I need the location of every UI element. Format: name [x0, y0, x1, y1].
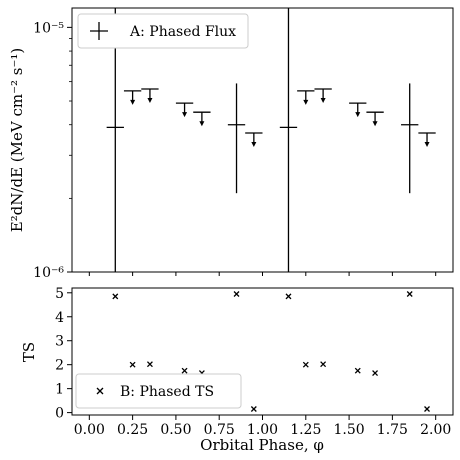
panel-a-y-axis-label: E²dN/dE (MeV cm⁻² s⁻¹)	[8, 48, 26, 233]
upper-limit-arrowhead	[199, 121, 205, 127]
ts-point	[406, 291, 413, 297]
flux-upper-limit	[175, 102, 194, 118]
panel-a-y-axis: 10⁻⁶ 10⁻⁵	[33, 20, 72, 281]
flux-upper-limit	[297, 90, 315, 105]
x-tick-label: 0.00	[74, 422, 105, 438]
upper-limit-arrowhead	[372, 121, 378, 127]
flux-upper-limit	[193, 111, 211, 127]
ts-point	[424, 406, 430, 412]
ts-point	[372, 370, 379, 377]
x-tick-label: 0.25	[117, 422, 148, 438]
upper-limit-arrowhead	[355, 112, 361, 118]
flux-upper-limit	[314, 88, 332, 103]
upper-limit-arrowhead	[424, 142, 430, 148]
x-tick-label: 1.75	[377, 422, 408, 438]
ts-marker-stroke	[146, 361, 153, 368]
ts-point	[320, 361, 327, 368]
x-tick-label: 2.00	[420, 422, 451, 438]
ts-point	[302, 361, 309, 368]
ts-point	[233, 291, 240, 297]
upper-limit-arrowhead	[147, 97, 153, 103]
panel-a-marks	[106, 8, 436, 272]
ts-marker-stroke	[112, 293, 119, 300]
x-tick-label: 1.25	[290, 422, 321, 438]
ts-marker-stroke	[285, 293, 292, 300]
ts-point	[112, 293, 119, 300]
legend-box-a	[77, 13, 249, 49]
ts-marker-stroke	[354, 367, 361, 374]
y-tick-label: 4	[55, 310, 64, 326]
ts-point	[181, 367, 188, 374]
flux-upper-limit	[123, 90, 142, 105]
y-tick-label: 5	[55, 286, 64, 302]
flux-errorbar	[401, 83, 419, 194]
ts-point	[250, 406, 257, 412]
y-tick-label: 0	[55, 406, 64, 422]
x-tick-label: 0.50	[160, 422, 191, 438]
legend-label-a: A: Phased Flux	[129, 24, 236, 40]
panel-b-marks	[112, 291, 430, 412]
x-axis-label: Orbital Phase, φ	[200, 436, 324, 454]
flux-upper-limit	[418, 132, 436, 148]
x-tick-label: 1.00	[247, 422, 278, 438]
y-tick-label: 3	[55, 334, 64, 350]
ts-marker-stroke	[181, 367, 188, 374]
legend-box-b	[75, 373, 242, 409]
ts-point	[285, 293, 292, 300]
x-tick-label: 1.50	[334, 422, 365, 438]
flux-upper-limit	[245, 132, 263, 148]
legend-marker-cross	[96, 387, 104, 395]
flux-upper-limit	[366, 111, 384, 127]
ts-marker-stroke	[233, 291, 240, 297]
flux-upper-limit	[349, 102, 367, 118]
panel-b-y-axis: 0 1 2 3 4 5	[55, 286, 72, 422]
y-tick-label: 10⁻⁵	[33, 20, 64, 36]
panel-b-y-axis-label: TS	[20, 342, 38, 362]
panel-b-legend: B: Phased TS	[75, 373, 242, 409]
upper-limit-arrowhead	[251, 142, 257, 148]
ts-marker-stroke	[302, 361, 309, 368]
ts-point	[146, 361, 153, 368]
ts-marker-stroke	[424, 406, 430, 412]
upper-limit-arrowhead	[320, 97, 326, 103]
flux-errorbar	[227, 83, 246, 194]
upper-limit-arrowhead	[182, 112, 188, 118]
ts-marker-stroke	[372, 370, 379, 377]
ts-point	[129, 361, 136, 368]
legend-label-b: B: Phased TS	[120, 384, 214, 400]
x-tick-label: 0.75	[204, 422, 235, 438]
panel-a-legend: A: Phased Flux	[77, 13, 249, 49]
y-tick-label: 2	[55, 358, 64, 374]
flux-errorbar	[106, 8, 124, 272]
flux-errorbar	[279, 8, 298, 272]
upper-limit-arrowhead	[130, 99, 136, 105]
panel-a-x-ticks	[88, 272, 437, 276]
ts-marker-stroke	[129, 361, 136, 368]
panel-a: 10⁻⁶ 10⁻⁵ A: Phased Flux E²dN/dE (MeV cm⁻…	[8, 7, 454, 281]
ts-marker-stroke	[320, 361, 327, 368]
ts-marker-stroke	[250, 406, 257, 412]
y-tick-label: 10⁻⁶	[33, 265, 64, 281]
panel-b-x-axis: 0.00 0.25 0.50 0.75 1.00 1.25 1.50 1.75 2.00	[74, 415, 451, 438]
legend-marker-errorbar	[90, 22, 108, 40]
ts-point	[354, 367, 361, 374]
y-tick-label: 1	[55, 382, 64, 398]
flux-upper-limit	[141, 88, 159, 103]
panel-b: 0 1 2 3 4 5 0.00 0.25 0.50 0.75 1.00 1.25 1.50 1.75 2…	[20, 286, 454, 454]
upper-limit-arrowhead	[303, 99, 309, 105]
ts-marker-stroke	[406, 291, 413, 297]
